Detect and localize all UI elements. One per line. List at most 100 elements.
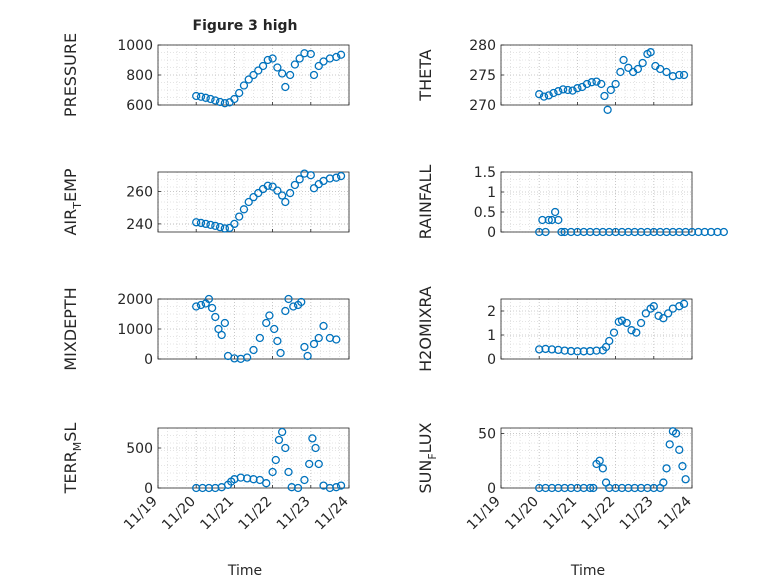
data-point	[319, 321, 328, 331]
data-point	[262, 479, 271, 488]
data-point	[201, 219, 210, 229]
data-point	[277, 427, 287, 437]
data-point	[638, 58, 647, 68]
y-tick-label: 0.5	[474, 205, 496, 221]
data-point	[290, 60, 300, 69]
data-point	[595, 456, 604, 465]
y-tick-label: 0	[144, 352, 153, 368]
data-point	[225, 223, 234, 233]
y-axis-label: PRESSURE	[61, 33, 80, 117]
y-tick-label: 1	[487, 185, 496, 201]
data-series	[192, 427, 346, 493]
data-point	[196, 218, 206, 228]
data-point	[196, 300, 206, 310]
y-tick-label: 0	[144, 481, 153, 497]
data-point	[207, 303, 217, 313]
data-point	[535, 90, 544, 99]
data-point	[600, 91, 609, 101]
data-point	[681, 475, 690, 484]
data-point	[217, 330, 226, 340]
x-axis-label-right: Time	[570, 563, 605, 579]
data-point	[332, 173, 341, 182]
grid-lines	[157, 428, 350, 489]
data-point	[568, 86, 577, 95]
data-series	[192, 294, 341, 364]
grid-lines	[500, 299, 693, 360]
data-point	[244, 75, 253, 84]
data-point	[662, 67, 671, 77]
data-point	[235, 212, 244, 221]
data-point	[215, 222, 225, 232]
data-point	[549, 88, 558, 98]
x-tick-label: 11/24	[655, 493, 695, 533]
y-tick-label: 600	[126, 98, 153, 114]
data-point	[309, 339, 319, 349]
data-point	[554, 215, 563, 225]
x-tick-label: 11/20	[502, 494, 542, 534]
x-tick-label: 11/19	[121, 494, 161, 534]
data-point	[211, 221, 220, 230]
data-point	[249, 70, 258, 80]
x-tick-label: 11/20	[159, 494, 199, 534]
data-point	[662, 464, 671, 473]
data-series	[192, 49, 346, 108]
data-point	[587, 78, 596, 87]
subplot-air-temp: 240 260 AIRTEMP	[61, 168, 350, 236]
data-point	[616, 67, 625, 77]
data-point	[624, 63, 633, 72]
data-point	[336, 481, 346, 490]
data-point	[314, 61, 323, 71]
data-point	[609, 328, 619, 337]
subplot-theta: 270 275 280 THETA	[416, 38, 693, 114]
axes-box	[157, 427, 350, 489]
grid-lines	[157, 44, 350, 106]
subplot-h2omixra: 0 1 2 H2OMIXRA	[416, 286, 693, 372]
data-series	[535, 207, 728, 237]
data-point	[220, 99, 230, 108]
data-point	[314, 459, 323, 469]
data-point	[541, 227, 550, 237]
data-point	[270, 324, 279, 334]
data-point	[284, 294, 293, 304]
data-point	[281, 443, 290, 453]
data-point	[297, 297, 306, 307]
data-point	[573, 84, 582, 93]
x-tick-label: 11/21	[540, 494, 580, 534]
data-point	[235, 88, 244, 98]
data-point	[242, 353, 252, 362]
data-point	[311, 443, 320, 453]
y-tick-label: 50	[478, 426, 496, 442]
data-point	[597, 79, 606, 89]
data-point	[192, 302, 201, 311]
data-point	[244, 197, 253, 207]
data-point	[719, 227, 728, 237]
data-point	[255, 333, 265, 343]
data-point	[268, 54, 277, 63]
data-point	[627, 326, 636, 335]
axes-box	[500, 171, 693, 233]
data-point	[285, 188, 295, 198]
data-point	[201, 93, 210, 102]
data-point	[659, 478, 668, 487]
data-point	[206, 94, 215, 104]
grid-lines	[157, 298, 350, 360]
y-tick-label: 260	[126, 184, 153, 200]
data-point	[230, 219, 239, 229]
data-point	[254, 188, 263, 198]
y-axis-label: H2OMIXRA	[416, 286, 435, 372]
y-tick-label: 800	[126, 68, 153, 84]
y-tick-label: 1000	[117, 38, 153, 54]
x-tick-label: 11/22	[236, 494, 276, 534]
data-point	[268, 182, 277, 191]
y-tick-label: 0	[487, 225, 496, 241]
data-point	[273, 63, 282, 72]
y-axis-label: AIRTEMP	[61, 168, 84, 235]
data-point	[277, 191, 287, 200]
data-point	[558, 85, 568, 94]
data-point	[289, 302, 298, 311]
data-point	[211, 312, 220, 322]
data-point	[622, 318, 631, 328]
